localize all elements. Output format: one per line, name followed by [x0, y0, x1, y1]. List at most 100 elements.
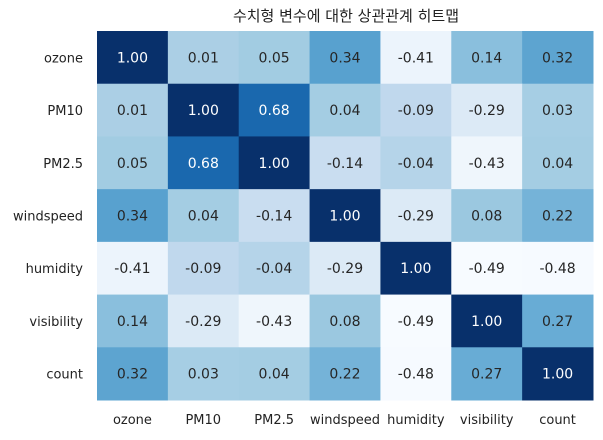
chart-title: 수치형 변수에 대한 상관관계 히트맵: [233, 7, 459, 25]
heatmap-cell-label-1-6: 0.03: [542, 103, 573, 119]
heatmap-cell-label-5-3: 0.08: [329, 314, 360, 330]
heatmap-cell-label-4-6: -0.48: [539, 261, 575, 277]
heatmap-cell-label-3-0: 0.34: [117, 209, 148, 225]
heatmap-cell-label-5-6: 0.27: [542, 314, 573, 330]
heatmap-cell-4-5: [451, 241, 523, 296]
heatmap-cell-label-4-0: -0.41: [114, 261, 150, 277]
heatmap-cells: 1.00 0.01 0.05 0.34 -0.41 0.14 0.32 0.01 1.00 0.6…: [97, 31, 594, 401]
heatmap-cell-6-2: [238, 347, 311, 401]
heatmap-cell-label-3-5: 0.08: [471, 209, 502, 225]
heatmap-cell-1-5: [451, 83, 523, 137]
heatmap-cell-4-1: [167, 241, 240, 296]
heatmap-cell-label-5-0: 0.14: [117, 314, 148, 330]
y-tick-label: count: [46, 368, 83, 383]
heatmap-cell-label-0-4: -0.41: [398, 50, 434, 66]
heatmap-cell-3-4: [380, 189, 452, 243]
heatmap-cell-label-3-1: 0.04: [188, 209, 219, 225]
heatmap-cell-0-5: [451, 31, 523, 85]
heatmap-cell-2-0: [97, 136, 169, 190]
heatmap-cell-label-0-1: 0.01: [188, 50, 219, 66]
heatmap-cell-0-2: [238, 31, 311, 85]
heatmap-cell-3-6: [522, 189, 594, 243]
y-axis-ticks: ozone PM10 PM2.5 windspeed humidity visibilit…: [13, 51, 83, 382]
heatmap-cell-3-2: [238, 189, 311, 243]
heatmap-cell-label-5-4: -0.49: [398, 314, 434, 330]
heatmap-cell-label-2-3: -0.14: [327, 156, 363, 172]
heatmap-cell-4-4: [380, 241, 452, 296]
heatmap-cell-label-5-2: -0.43: [256, 314, 292, 330]
x-tick-label: PM10: [185, 413, 221, 428]
y-tick-label: PM2.5: [43, 157, 83, 172]
heatmap-cell-1-2: [238, 83, 311, 137]
heatmap-cell-3-5: [451, 189, 523, 243]
heatmap-cell-0-1: [167, 31, 240, 85]
heatmap-cell-2-4: [380, 136, 452, 190]
heatmap-cell-5-0: [97, 294, 169, 348]
heatmap-cell-5-3: [309, 294, 381, 348]
heatmap-cell-label-2-0: 0.05: [117, 156, 148, 172]
y-tick-label: visibility: [29, 315, 83, 330]
heatmap-cell-3-3: [309, 189, 381, 243]
heatmap-cell-6-4: [380, 347, 452, 401]
x-tick-label: ozone: [113, 413, 152, 428]
heatmap-cell-6-0: [97, 347, 169, 401]
heatmap-cell-label-6-2: 0.04: [259, 367, 290, 383]
heatmap-cell-label-2-1: 0.68: [188, 156, 219, 172]
heatmap-cell-label-1-3: 0.04: [329, 103, 360, 119]
x-tick-label: PM2.5: [254, 413, 294, 428]
y-tick-label: humidity: [26, 262, 84, 277]
heatmap-cell-4-3: [309, 241, 381, 296]
heatmap-cell-label-2-2: 1.00: [259, 156, 290, 172]
heatmap-cell-label-6-4: -0.48: [398, 367, 434, 383]
heatmap-cell-label-0-3: 0.34: [329, 50, 360, 66]
y-tick-label: ozone: [44, 51, 83, 66]
heatmap-cell-label-4-4: 1.00: [400, 261, 431, 277]
heatmap-cell-2-1: [167, 136, 240, 190]
heatmap-cell-label-0-5: 0.14: [471, 50, 502, 66]
heatmap-cell-label-3-6: 0.22: [542, 209, 573, 225]
heatmap-cell-label-0-0: 1.00: [117, 50, 148, 66]
heatmap-cell-label-2-5: -0.43: [469, 156, 505, 172]
heatmap-cell-label-1-2: 0.68: [259, 103, 290, 119]
heatmap-cell-4-0: [97, 241, 169, 296]
y-tick-label: windspeed: [13, 210, 83, 225]
heatmap-cell-3-0: [97, 189, 169, 243]
heatmap-cell-label-6-5: 0.27: [471, 367, 502, 383]
heatmap-cell-5-6: [522, 294, 594, 348]
heatmap-cell-1-6: [522, 83, 594, 137]
heatmap-cell-label-1-4: -0.09: [398, 103, 434, 119]
heatmap-cell-label-0-6: 0.32: [542, 50, 573, 66]
heatmap-cell-4-6: [522, 241, 594, 296]
heatmap-cell-label-1-5: -0.29: [469, 103, 505, 119]
heatmap-cell-5-1: [167, 294, 240, 348]
y-tick-label: PM10: [47, 104, 83, 119]
heatmap-cell-2-5: [451, 136, 523, 190]
heatmap-cell-1-1: [167, 83, 240, 137]
heatmap-cell-5-2: [238, 294, 311, 348]
heatmap-cell-0-0: [97, 31, 169, 85]
x-tick-label: count: [539, 413, 576, 428]
heatmap-cell-3-1: [167, 189, 240, 243]
heatmap-cell-label-4-2: -0.04: [256, 261, 292, 277]
x-tick-label: windspeed: [310, 413, 380, 428]
heatmap-cell-5-5: [451, 294, 523, 348]
x-tick-label: humidity: [387, 413, 445, 428]
heatmap-cell-label-0-2: 0.05: [259, 50, 290, 66]
heatmap-cell-6-5: [451, 347, 523, 401]
heatmap-cell-label-4-1: -0.09: [185, 261, 221, 277]
heatmap-cell-6-6: [522, 347, 594, 401]
heatmap-cell-6-1: [167, 347, 240, 401]
heatmap-cell-label-3-2: -0.14: [256, 209, 292, 225]
heatmap-cell-label-3-3: 1.00: [329, 209, 360, 225]
heatmap-cell-0-3: [309, 31, 381, 85]
heatmap-cell-2-3: [309, 136, 381, 190]
heatmap-cell-0-6: [522, 31, 594, 85]
heatmap-cell-label-6-1: 0.03: [188, 367, 219, 383]
heatmap-cell-label-5-1: -0.29: [185, 314, 221, 330]
heatmap-cell-label-2-4: -0.04: [398, 156, 434, 172]
heatmap-cell-label-6-0: 0.32: [117, 367, 148, 383]
heatmap-cell-label-4-3: -0.29: [327, 261, 363, 277]
heatmap-cell-label-6-3: 0.22: [329, 367, 360, 383]
heatmap-cell-label-1-0: 0.01: [117, 103, 148, 119]
